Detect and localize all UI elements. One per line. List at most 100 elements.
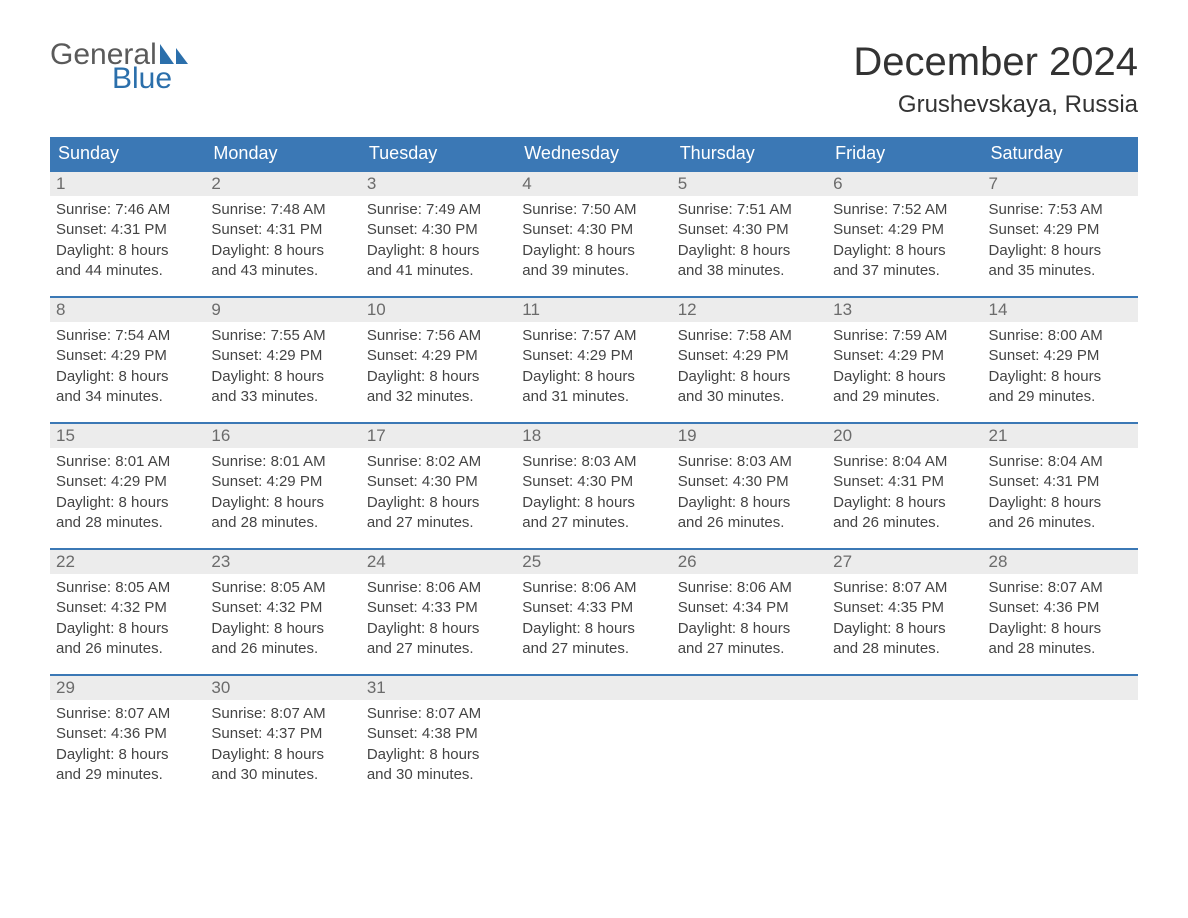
day-details: Sunrise: 8:03 AMSunset: 4:30 PMDaylight:… — [672, 448, 827, 533]
calendar-cell: 19Sunrise: 8:03 AMSunset: 4:30 PMDayligh… — [672, 424, 827, 534]
day-number: 23 — [205, 550, 360, 574]
calendar-cell: 20Sunrise: 8:04 AMSunset: 4:31 PMDayligh… — [827, 424, 982, 534]
calendar-cell: 13Sunrise: 7:59 AMSunset: 4:29 PMDayligh… — [827, 298, 982, 408]
day-number — [516, 676, 671, 700]
calendar-cell: 25Sunrise: 8:06 AMSunset: 4:33 PMDayligh… — [516, 550, 671, 660]
calendar-cell: 18Sunrise: 8:03 AMSunset: 4:30 PMDayligh… — [516, 424, 671, 534]
calendar-cell: 5Sunrise: 7:51 AMSunset: 4:30 PMDaylight… — [672, 172, 827, 282]
calendar-cell: 12Sunrise: 7:58 AMSunset: 4:29 PMDayligh… — [672, 298, 827, 408]
calendar-cell: 14Sunrise: 8:00 AMSunset: 4:29 PMDayligh… — [983, 298, 1138, 408]
day-header: Wednesday — [516, 137, 671, 170]
location: Grushevskaya, Russia — [853, 91, 1138, 119]
day-details: Sunrise: 8:05 AMSunset: 4:32 PMDaylight:… — [50, 574, 205, 659]
calendar-cell: 4Sunrise: 7:50 AMSunset: 4:30 PMDaylight… — [516, 172, 671, 282]
calendar-cell: 17Sunrise: 8:02 AMSunset: 4:30 PMDayligh… — [361, 424, 516, 534]
calendar-cell — [827, 676, 982, 786]
week-row: 8Sunrise: 7:54 AMSunset: 4:29 PMDaylight… — [50, 296, 1138, 408]
calendar-cell — [672, 676, 827, 786]
day-details: Sunrise: 7:56 AMSunset: 4:29 PMDaylight:… — [361, 322, 516, 407]
calendar-cell: 6Sunrise: 7:52 AMSunset: 4:29 PMDaylight… — [827, 172, 982, 282]
calendar-cell: 31Sunrise: 8:07 AMSunset: 4:38 PMDayligh… — [361, 676, 516, 786]
day-header: Tuesday — [361, 137, 516, 170]
day-number: 28 — [983, 550, 1138, 574]
title-block: December 2024 Grushevskaya, Russia — [853, 40, 1138, 119]
day-details: Sunrise: 8:01 AMSunset: 4:29 PMDaylight:… — [50, 448, 205, 533]
day-details: Sunrise: 7:57 AMSunset: 4:29 PMDaylight:… — [516, 322, 671, 407]
day-details: Sunrise: 7:49 AMSunset: 4:30 PMDaylight:… — [361, 196, 516, 281]
day-number — [983, 676, 1138, 700]
day-number: 19 — [672, 424, 827, 448]
day-header-row: SundayMondayTuesdayWednesdayThursdayFrid… — [50, 137, 1138, 170]
day-header: Thursday — [672, 137, 827, 170]
day-number: 20 — [827, 424, 982, 448]
day-number: 29 — [50, 676, 205, 700]
day-number: 30 — [205, 676, 360, 700]
calendar-cell: 3Sunrise: 7:49 AMSunset: 4:30 PMDaylight… — [361, 172, 516, 282]
day-number: 1 — [50, 172, 205, 196]
day-details: Sunrise: 8:07 AMSunset: 4:35 PMDaylight:… — [827, 574, 982, 659]
day-number: 7 — [983, 172, 1138, 196]
day-number: 12 — [672, 298, 827, 322]
day-header: Monday — [205, 137, 360, 170]
calendar-cell: 24Sunrise: 8:06 AMSunset: 4:33 PMDayligh… — [361, 550, 516, 660]
calendar-cell: 1Sunrise: 7:46 AMSunset: 4:31 PMDaylight… — [50, 172, 205, 282]
day-details: Sunrise: 7:51 AMSunset: 4:30 PMDaylight:… — [672, 196, 827, 281]
calendar-cell — [983, 676, 1138, 786]
calendar-cell: 30Sunrise: 8:07 AMSunset: 4:37 PMDayligh… — [205, 676, 360, 786]
day-details: Sunrise: 8:00 AMSunset: 4:29 PMDaylight:… — [983, 322, 1138, 407]
calendar-cell: 11Sunrise: 7:57 AMSunset: 4:29 PMDayligh… — [516, 298, 671, 408]
calendar-cell: 8Sunrise: 7:54 AMSunset: 4:29 PMDaylight… — [50, 298, 205, 408]
day-number: 3 — [361, 172, 516, 196]
day-details: Sunrise: 8:02 AMSunset: 4:30 PMDaylight:… — [361, 448, 516, 533]
calendar: SundayMondayTuesdayWednesdayThursdayFrid… — [50, 137, 1138, 786]
day-number: 6 — [827, 172, 982, 196]
day-details: Sunrise: 8:07 AMSunset: 4:37 PMDaylight:… — [205, 700, 360, 785]
day-details: Sunrise: 7:50 AMSunset: 4:30 PMDaylight:… — [516, 196, 671, 281]
day-details: Sunrise: 8:06 AMSunset: 4:34 PMDaylight:… — [672, 574, 827, 659]
day-header: Sunday — [50, 137, 205, 170]
day-number: 2 — [205, 172, 360, 196]
week-row: 1Sunrise: 7:46 AMSunset: 4:31 PMDaylight… — [50, 170, 1138, 282]
calendar-cell: 9Sunrise: 7:55 AMSunset: 4:29 PMDaylight… — [205, 298, 360, 408]
day-details: Sunrise: 7:55 AMSunset: 4:29 PMDaylight:… — [205, 322, 360, 407]
logo-text-blue: Blue — [112, 64, 188, 94]
day-details: Sunrise: 7:52 AMSunset: 4:29 PMDaylight:… — [827, 196, 982, 281]
week-row: 29Sunrise: 8:07 AMSunset: 4:36 PMDayligh… — [50, 674, 1138, 786]
weeks-container: 1Sunrise: 7:46 AMSunset: 4:31 PMDaylight… — [50, 170, 1138, 786]
day-number — [672, 676, 827, 700]
page-header: General Blue December 2024 Grushevskaya,… — [50, 40, 1138, 119]
calendar-cell: 2Sunrise: 7:48 AMSunset: 4:31 PMDaylight… — [205, 172, 360, 282]
day-number: 13 — [827, 298, 982, 322]
day-details: Sunrise: 7:48 AMSunset: 4:31 PMDaylight:… — [205, 196, 360, 281]
month-title: December 2024 — [853, 40, 1138, 85]
week-row: 15Sunrise: 8:01 AMSunset: 4:29 PMDayligh… — [50, 422, 1138, 534]
day-details: Sunrise: 7:59 AMSunset: 4:29 PMDaylight:… — [827, 322, 982, 407]
day-number: 8 — [50, 298, 205, 322]
calendar-cell: 23Sunrise: 8:05 AMSunset: 4:32 PMDayligh… — [205, 550, 360, 660]
calendar-cell: 28Sunrise: 8:07 AMSunset: 4:36 PMDayligh… — [983, 550, 1138, 660]
day-number: 10 — [361, 298, 516, 322]
logo: General Blue — [50, 40, 188, 94]
day-details: Sunrise: 8:04 AMSunset: 4:31 PMDaylight:… — [983, 448, 1138, 533]
calendar-cell: 10Sunrise: 7:56 AMSunset: 4:29 PMDayligh… — [361, 298, 516, 408]
week-row: 22Sunrise: 8:05 AMSunset: 4:32 PMDayligh… — [50, 548, 1138, 660]
day-number: 25 — [516, 550, 671, 574]
day-details: Sunrise: 8:04 AMSunset: 4:31 PMDaylight:… — [827, 448, 982, 533]
day-number: 15 — [50, 424, 205, 448]
day-number: 27 — [827, 550, 982, 574]
day-details: Sunrise: 8:01 AMSunset: 4:29 PMDaylight:… — [205, 448, 360, 533]
day-details: Sunrise: 8:06 AMSunset: 4:33 PMDaylight:… — [516, 574, 671, 659]
day-header: Friday — [827, 137, 982, 170]
calendar-cell — [516, 676, 671, 786]
day-details: Sunrise: 8:03 AMSunset: 4:30 PMDaylight:… — [516, 448, 671, 533]
day-number: 31 — [361, 676, 516, 700]
day-details: Sunrise: 8:06 AMSunset: 4:33 PMDaylight:… — [361, 574, 516, 659]
day-number: 5 — [672, 172, 827, 196]
day-details: Sunrise: 8:07 AMSunset: 4:36 PMDaylight:… — [983, 574, 1138, 659]
day-number: 9 — [205, 298, 360, 322]
day-details: Sunrise: 7:46 AMSunset: 4:31 PMDaylight:… — [50, 196, 205, 281]
day-number: 14 — [983, 298, 1138, 322]
calendar-cell: 27Sunrise: 8:07 AMSunset: 4:35 PMDayligh… — [827, 550, 982, 660]
calendar-cell: 29Sunrise: 8:07 AMSunset: 4:36 PMDayligh… — [50, 676, 205, 786]
day-details: Sunrise: 8:07 AMSunset: 4:36 PMDaylight:… — [50, 700, 205, 785]
